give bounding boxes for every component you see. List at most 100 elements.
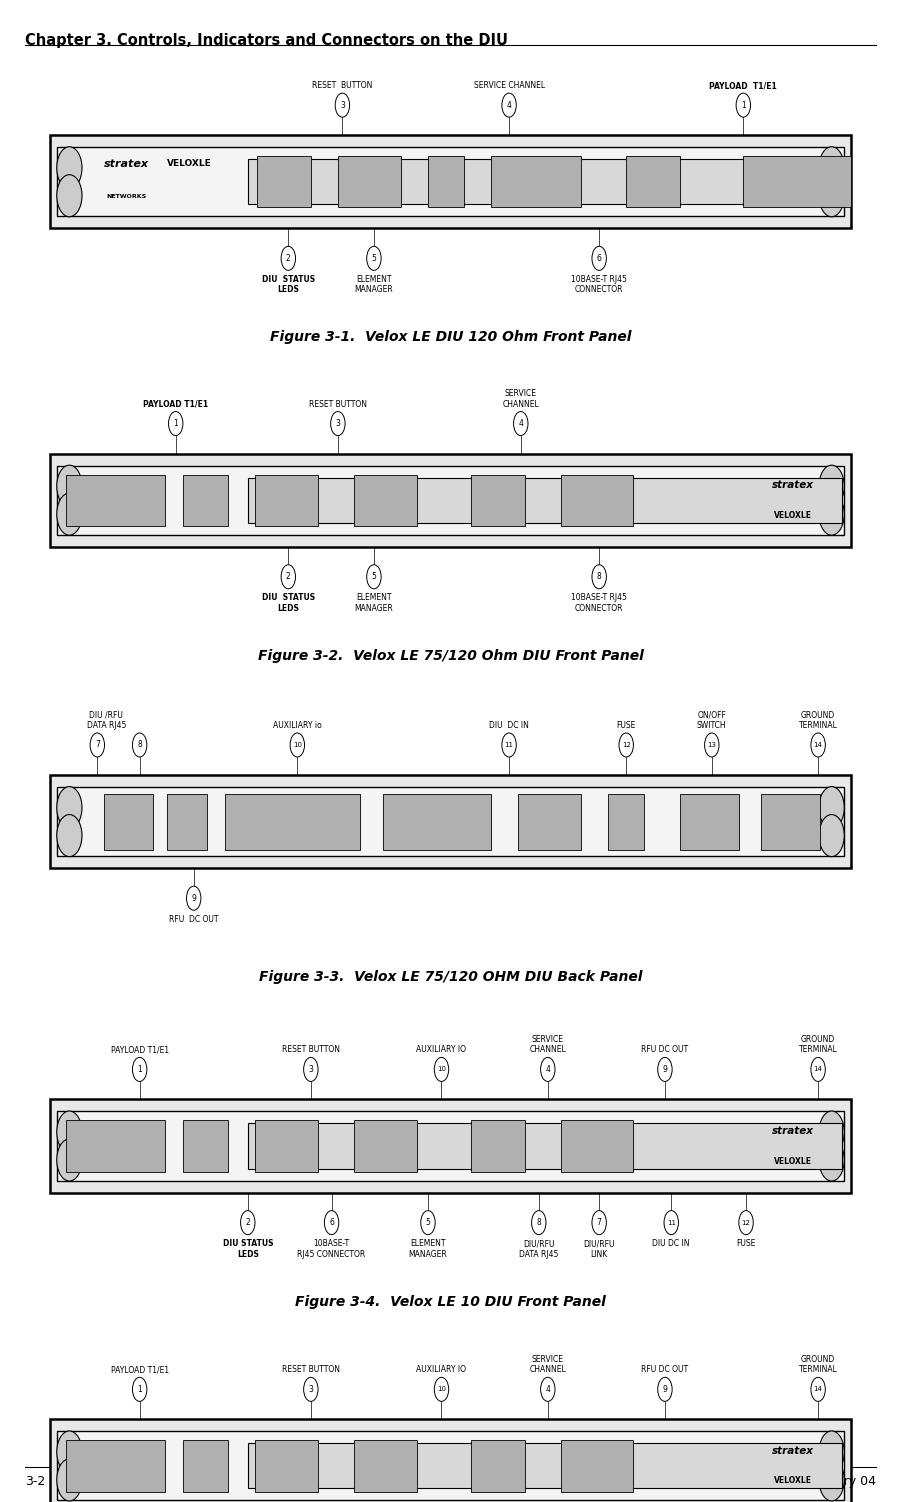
Bar — [50, 135, 851, 228]
Bar — [183, 475, 228, 526]
Bar — [383, 793, 491, 850]
Circle shape — [132, 1057, 147, 1081]
Circle shape — [592, 1211, 606, 1235]
Text: DIU  DC IN: DIU DC IN — [489, 721, 529, 730]
Text: stratex: stratex — [772, 1126, 814, 1136]
Circle shape — [819, 787, 844, 829]
Circle shape — [335, 93, 350, 117]
Circle shape — [532, 1211, 546, 1235]
Circle shape — [819, 466, 844, 508]
Text: 13: 13 — [707, 742, 716, 748]
Text: Figure 3-1.  Velox LE DIU 120 Ohm Front Panel: Figure 3-1. Velox LE DIU 120 Ohm Front P… — [269, 330, 632, 344]
Text: ELEMENT
MANAGER: ELEMENT MANAGER — [354, 275, 394, 294]
Text: FUSE: FUSE — [736, 1239, 756, 1248]
Text: RESET BUTTON: RESET BUTTON — [309, 400, 367, 409]
Circle shape — [187, 886, 201, 910]
Bar — [183, 1120, 228, 1172]
Circle shape — [705, 733, 719, 757]
Circle shape — [434, 1377, 449, 1401]
Bar — [167, 793, 207, 850]
Text: GROUND
TERMINAL: GROUND TERMINAL — [798, 1035, 838, 1054]
Text: 4: 4 — [545, 1065, 551, 1074]
Text: 1: 1 — [137, 1065, 142, 1074]
Text: Figure 3-3.  Velox LE 75/120 OHM DIU Back Panel: Figure 3-3. Velox LE 75/120 OHM DIU Back… — [259, 970, 642, 984]
Bar — [50, 454, 851, 547]
Circle shape — [241, 1211, 255, 1235]
Text: RESET BUTTON: RESET BUTTON — [282, 1045, 340, 1054]
Circle shape — [57, 466, 82, 508]
Bar — [354, 1440, 417, 1491]
Bar — [518, 793, 581, 850]
Bar — [255, 475, 318, 526]
Circle shape — [819, 1431, 844, 1473]
Circle shape — [132, 733, 147, 757]
Circle shape — [132, 1377, 147, 1401]
Text: 3: 3 — [308, 1385, 314, 1394]
Text: SERVICE
CHANNEL: SERVICE CHANNEL — [503, 389, 539, 409]
Bar — [57, 1111, 844, 1181]
Text: 10BASE-T RJ45
CONNECTOR: 10BASE-T RJ45 CONNECTOR — [571, 275, 627, 294]
Circle shape — [658, 1377, 672, 1401]
Circle shape — [502, 93, 516, 117]
Bar — [225, 793, 360, 850]
Circle shape — [739, 1211, 753, 1235]
Circle shape — [819, 1111, 844, 1154]
Bar — [183, 1440, 228, 1491]
Text: RFU DC OUT: RFU DC OUT — [642, 1365, 688, 1374]
Text: 5: 5 — [425, 1218, 431, 1227]
Text: Figure 3-2.  Velox LE 75/120 Ohm DIU Front Panel: Figure 3-2. Velox LE 75/120 Ohm DIU Fron… — [258, 649, 643, 662]
Text: 2: 2 — [286, 572, 291, 581]
Bar — [354, 475, 417, 526]
Text: 14: 14 — [814, 1386, 823, 1392]
Text: 12: 12 — [742, 1220, 751, 1226]
Text: 862-02411 February 04: 862-02411 February 04 — [729, 1475, 876, 1488]
Circle shape — [57, 787, 82, 829]
Circle shape — [367, 246, 381, 270]
Bar — [561, 1440, 633, 1491]
Text: AUXILIARY IO: AUXILIARY IO — [416, 1365, 467, 1374]
Text: 1: 1 — [137, 1385, 142, 1394]
Bar — [248, 159, 842, 204]
Text: 9: 9 — [662, 1385, 668, 1394]
Bar — [338, 156, 401, 207]
Text: RFU DC OUT: RFU DC OUT — [642, 1045, 688, 1054]
Circle shape — [811, 1057, 825, 1081]
Text: PAYLOAD T1/E1: PAYLOAD T1/E1 — [143, 400, 208, 409]
Bar — [761, 793, 820, 850]
Bar — [257, 156, 311, 207]
Text: 14: 14 — [814, 1066, 823, 1072]
Text: AUXILIARY io: AUXILIARY io — [273, 721, 322, 730]
Circle shape — [324, 1211, 339, 1235]
Text: RESET  BUTTON: RESET BUTTON — [312, 81, 373, 90]
Text: 3-2: 3-2 — [25, 1475, 45, 1488]
Bar — [50, 775, 851, 868]
Bar — [66, 1120, 165, 1172]
Bar — [561, 1120, 633, 1172]
Text: 10: 10 — [437, 1386, 446, 1392]
Text: DIU DC IN: DIU DC IN — [652, 1239, 690, 1248]
Bar — [57, 1431, 844, 1500]
Circle shape — [57, 1431, 82, 1473]
Text: DIU  STATUS
LEDS: DIU STATUS LEDS — [262, 275, 314, 294]
Circle shape — [57, 814, 82, 856]
Text: 10BASE-T RJ45
CONNECTOR: 10BASE-T RJ45 CONNECTOR — [571, 593, 627, 613]
Circle shape — [421, 1211, 435, 1235]
Circle shape — [736, 93, 751, 117]
Bar — [491, 156, 581, 207]
Bar — [66, 1440, 165, 1491]
Text: DIU STATUS
LEDS: DIU STATUS LEDS — [223, 1239, 273, 1259]
Circle shape — [619, 733, 633, 757]
Circle shape — [57, 147, 82, 189]
Text: SERVICE
CHANNEL: SERVICE CHANNEL — [530, 1355, 566, 1374]
Text: 8: 8 — [536, 1218, 542, 1227]
Text: 11: 11 — [667, 1220, 676, 1226]
Text: AUXILIARY IO: AUXILIARY IO — [416, 1045, 467, 1054]
Text: stratex: stratex — [772, 481, 814, 490]
Bar — [57, 466, 844, 535]
Circle shape — [281, 246, 296, 270]
Bar — [680, 793, 739, 850]
Bar — [471, 1120, 525, 1172]
Circle shape — [592, 565, 606, 589]
Text: GROUND
TERMINAL: GROUND TERMINAL — [798, 1355, 838, 1374]
Text: PAYLOAD T1/E1: PAYLOAD T1/E1 — [111, 1365, 168, 1374]
